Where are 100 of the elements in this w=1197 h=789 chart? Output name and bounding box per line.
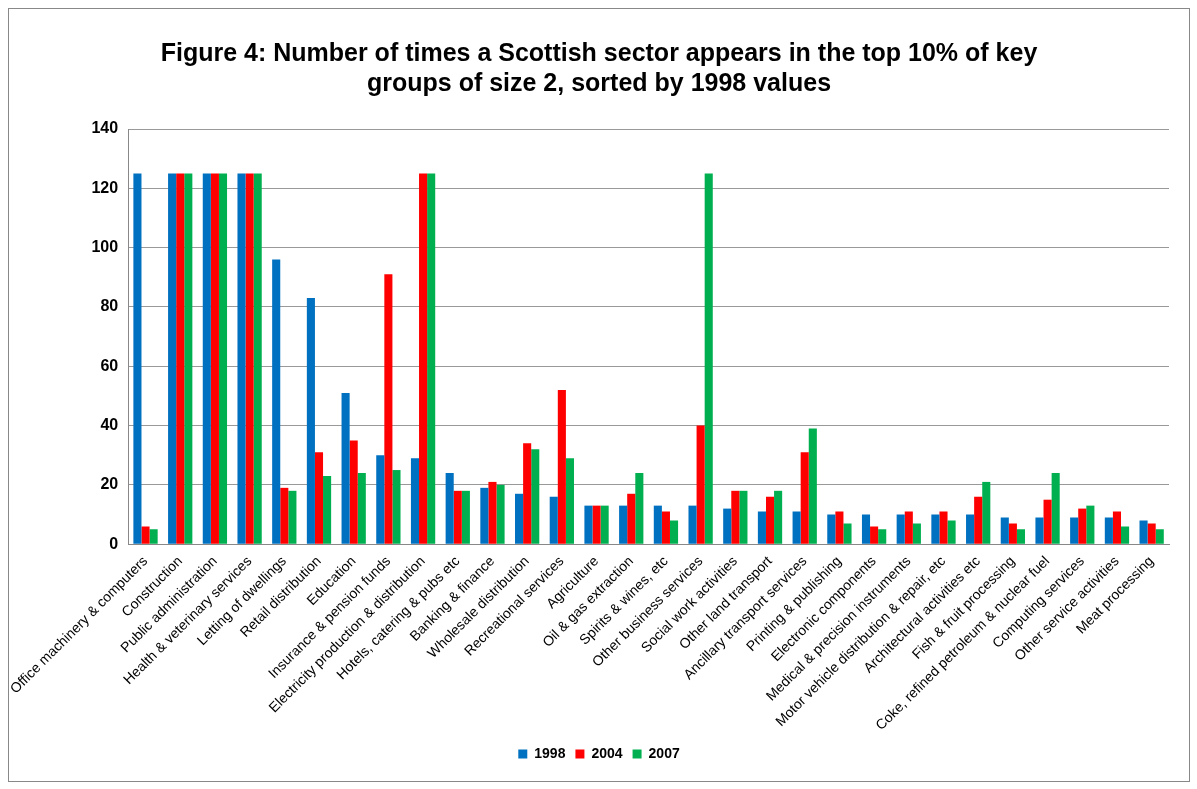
- bar: [627, 493, 636, 544]
- bar: [176, 173, 185, 544]
- bar: [835, 511, 844, 544]
- bar: [912, 523, 921, 544]
- bar: [1147, 523, 1156, 544]
- bar: [557, 389, 566, 544]
- bar: [1051, 473, 1060, 544]
- bar: [800, 452, 809, 544]
- text: Figure 4: Number of times a Scottish sector appears in the top 10% of key: [160, 37, 1038, 66]
- bar: [1086, 505, 1095, 544]
- legend-label: 2007: [648, 744, 680, 761]
- bar: [1155, 529, 1164, 544]
- bar: [688, 505, 697, 544]
- bar: [496, 484, 505, 544]
- y-tick-label: 80: [100, 297, 119, 315]
- bar: [523, 443, 532, 544]
- bar: [461, 490, 470, 544]
- bar: [704, 173, 713, 544]
- bar: [982, 481, 991, 544]
- y-tick-label: 120: [91, 178, 119, 196]
- bar: [904, 511, 913, 544]
- bar: [635, 473, 644, 544]
- bar: [323, 475, 332, 544]
- bar: [218, 173, 228, 544]
- bar: [202, 173, 211, 544]
- bar: [245, 173, 254, 544]
- bar: [792, 511, 801, 544]
- bar: [739, 490, 748, 544]
- bar: [723, 508, 732, 544]
- bar: [341, 392, 350, 544]
- bar: [314, 452, 324, 544]
- bar: [1139, 520, 1148, 544]
- bar: [141, 526, 150, 544]
- bar: [149, 529, 158, 544]
- bar: [939, 511, 948, 544]
- y-tick-label: 40: [100, 415, 119, 433]
- bar: [931, 514, 940, 544]
- bar: [445, 473, 454, 544]
- bar: [384, 274, 393, 544]
- bar: [133, 173, 142, 544]
- bar: [272, 259, 281, 544]
- bar: [488, 481, 497, 544]
- bar: [1112, 511, 1122, 544]
- bar: [843, 523, 852, 544]
- bar: [619, 505, 628, 544]
- bar: [453, 490, 462, 544]
- bar: [288, 490, 297, 544]
- bar: [1078, 508, 1087, 544]
- y-tick-label: 140: [91, 119, 119, 137]
- text: groups of size 2, sorted by 1998 values: [366, 67, 832, 96]
- bar: [827, 514, 836, 544]
- bar: [765, 496, 775, 544]
- bar: [661, 511, 670, 544]
- bar: [774, 490, 783, 544]
- bar: [253, 173, 262, 544]
- bar: [1035, 517, 1044, 544]
- bar: [592, 505, 601, 544]
- bar: [565, 458, 574, 544]
- bar: [966, 514, 975, 544]
- bar: [808, 428, 817, 544]
- bar: [1016, 529, 1026, 544]
- bar: [280, 487, 289, 544]
- bar: [896, 514, 905, 544]
- legend-label: 1998: [534, 744, 566, 761]
- y-tick-label: 100: [91, 238, 119, 256]
- y-tick-label: 0: [109, 534, 119, 552]
- bar: [1043, 499, 1052, 544]
- bar: [1121, 526, 1130, 544]
- bar: [1000, 517, 1009, 544]
- bar: [349, 440, 358, 544]
- bar: [410, 458, 420, 544]
- bar: [376, 455, 385, 544]
- bar: [757, 511, 766, 544]
- bar: [870, 526, 879, 544]
- y-tick-label: 20: [100, 475, 119, 493]
- bar: [357, 473, 366, 544]
- bar: [531, 449, 540, 544]
- y-tick-label: 60: [100, 356, 119, 374]
- bar: [653, 505, 662, 544]
- bar: [1008, 523, 1017, 544]
- bar: [669, 520, 679, 544]
- bar: [600, 505, 609, 544]
- bar: [237, 173, 246, 544]
- bar: [427, 173, 436, 544]
- bar: [392, 470, 401, 544]
- bar: [515, 493, 524, 544]
- bar: [878, 529, 887, 544]
- bar: [480, 487, 489, 544]
- bar: [419, 173, 428, 544]
- bar: [947, 520, 956, 544]
- legend-label: 2004: [591, 744, 623, 761]
- bar: [584, 505, 593, 544]
- bar: [1070, 517, 1079, 544]
- bar: [549, 496, 558, 544]
- bar: [974, 496, 983, 544]
- bar: [1104, 517, 1113, 544]
- bar: [210, 173, 219, 544]
- bar: [696, 425, 705, 544]
- bar: [184, 173, 193, 544]
- bar: [168, 173, 177, 544]
